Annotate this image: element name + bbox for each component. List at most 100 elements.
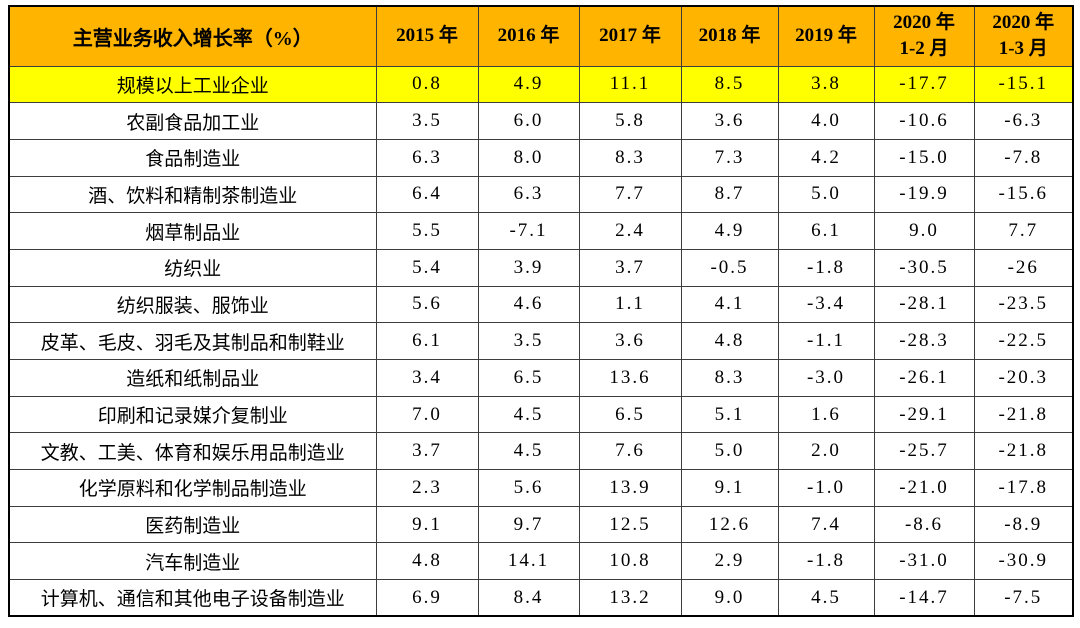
value-cell: 8.7 — [680, 175, 779, 214]
value-cell: 2.3 — [375, 469, 479, 507]
row-label: 纺织服装、服饰业 — [8, 285, 377, 324]
value-cell: 4.5 — [477, 395, 580, 434]
header-year-cell: 2020 年 1-3 月 — [973, 5, 1074, 67]
value-cell: 5.0 — [680, 432, 779, 471]
value-cell: -31.0 — [873, 542, 975, 581]
value-cell: 6.9 — [375, 579, 479, 617]
header-year-cell: 2016 年 — [477, 5, 580, 67]
value-cell: 9.1 — [680, 469, 779, 507]
header-year-line1: 2019 年 — [795, 24, 857, 46]
row-label: 医药制造业 — [8, 505, 377, 544]
value-cell: -1.8 — [777, 248, 875, 287]
value-cell: -8.6 — [873, 505, 975, 544]
value-cell: 7.3 — [680, 138, 779, 177]
row-label: 酒、饮料和精制茶制造业 — [8, 175, 377, 214]
value-cell: 4.9 — [477, 65, 580, 104]
value-cell: 1.6 — [777, 395, 875, 434]
table-row: 造纸和纸制品业 3.4 6.5 13.6 8.3 -3.0 -26.1 -20.3 — [8, 359, 1074, 397]
value-cell: 4.0 — [777, 102, 875, 140]
value-cell: 12.5 — [578, 505, 682, 544]
value-cell: 8.4 — [477, 579, 580, 617]
value-cell: -20.3 — [973, 359, 1074, 397]
value-cell: -7.5 — [973, 579, 1074, 617]
table-title-cell: 主营业务收入增长率（%） — [8, 5, 377, 67]
value-cell: 8.3 — [680, 359, 779, 397]
value-cell: 4.5 — [477, 432, 580, 471]
value-cell: 5.0 — [777, 175, 875, 214]
row-label: 汽车制造业 — [8, 542, 377, 581]
value-cell: -15.0 — [873, 138, 975, 177]
value-cell: -0.5 — [680, 248, 779, 287]
value-cell: 9.0 — [873, 212, 975, 250]
value-cell: 4.8 — [680, 322, 779, 360]
header-year-line1: 2020 年 — [893, 11, 955, 33]
value-cell: -23.5 — [973, 285, 1074, 324]
value-cell: -15.6 — [973, 175, 1074, 214]
header-year-cell: 2017 年 — [578, 5, 682, 67]
row-label: 农副食品加工业 — [8, 102, 377, 140]
value-cell: -26.1 — [873, 359, 975, 397]
value-cell: -1.8 — [777, 542, 875, 581]
row-label: 食品制造业 — [8, 138, 377, 177]
value-cell: -21.8 — [973, 432, 1074, 471]
row-label: 印刷和记录媒介复制业 — [8, 395, 377, 434]
value-cell: 3.4 — [375, 359, 479, 397]
value-cell: 6.5 — [477, 359, 580, 397]
value-cell: 3.7 — [375, 432, 479, 471]
value-cell: 10.8 — [578, 542, 682, 581]
value-cell: 4.6 — [477, 285, 580, 324]
value-cell: 3.5 — [375, 102, 479, 140]
row-label: 文教、工美、体育和娱乐用品制造业 — [8, 432, 377, 471]
table-row: 印刷和记录媒介复制业 7.0 4.5 6.5 5.1 1.6 -29.1 -21.8 — [8, 395, 1074, 434]
table-row: 纺织服装、服饰业 5.6 4.6 1.1 4.1 -3.4 -28.1 -23.5 — [8, 285, 1074, 324]
value-cell: 5.5 — [375, 212, 479, 250]
value-cell: 7.4 — [777, 505, 875, 544]
value-cell: -21.8 — [973, 395, 1074, 434]
table-row: 文教、工美、体育和娱乐用品制造业 3.7 4.5 7.6 5.0 2.0 -25.7 -21.… — [8, 432, 1074, 471]
value-cell: -8.9 — [973, 505, 1074, 544]
value-cell: 5.1 — [680, 395, 779, 434]
value-cell: 8.0 — [477, 138, 580, 177]
value-cell: 6.3 — [375, 138, 479, 177]
value-cell: 6.0 — [477, 102, 580, 140]
header-year-cell: 2019 年 — [777, 5, 875, 67]
value-cell: -28.3 — [873, 322, 975, 360]
value-cell: 6.1 — [375, 322, 479, 360]
value-cell: 9.7 — [477, 505, 580, 544]
header-year-line2: 1-3 月 — [998, 38, 1048, 60]
value-cell: 7.0 — [375, 395, 479, 434]
value-cell: -1.1 — [777, 322, 875, 360]
row-label: 计算机、通信和其他电子设备制造业 — [8, 579, 377, 617]
value-cell: -25.7 — [873, 432, 975, 471]
value-cell: -3.0 — [777, 359, 875, 397]
value-cell: 5.6 — [477, 469, 580, 507]
value-cell: -28.1 — [873, 285, 975, 324]
header-year-line1: 2015 年 — [396, 24, 458, 46]
value-cell: -17.7 — [873, 65, 975, 104]
value-cell: 12.6 — [680, 505, 779, 544]
value-cell: 8.3 — [578, 138, 682, 177]
table-row: 汽车制造业 4.8 14.1 10.8 2.9 -1.8 -31.0 -30.9 — [8, 542, 1074, 581]
value-cell: 7.6 — [578, 432, 682, 471]
header-year-line2: 1-2 月 — [899, 38, 949, 60]
value-cell: 8.5 — [680, 65, 779, 104]
value-cell: -22.5 — [973, 322, 1074, 360]
value-cell: 6.4 — [375, 175, 479, 214]
industry-revenue-growth-table: 主营业务收入增长率（%） 2015 年 2016 年 2017 年 2018 年 201… — [8, 5, 1074, 618]
value-cell: 2.9 — [680, 542, 779, 581]
value-cell: 4.1 — [680, 285, 779, 324]
header-year-cell: 2015 年 — [375, 5, 479, 67]
value-cell: -26 — [973, 248, 1074, 287]
table-row: 食品制造业 6.3 8.0 8.3 7.3 4.2 -15.0 -7.8 — [8, 138, 1074, 177]
value-cell: -15.1 — [973, 65, 1074, 104]
value-cell: 1.1 — [578, 285, 682, 324]
value-cell: 6.3 — [477, 175, 580, 214]
value-cell: -30.9 — [973, 542, 1074, 581]
value-cell: 6.5 — [578, 395, 682, 434]
value-cell: 14.1 — [477, 542, 580, 581]
value-cell: 4.9 — [680, 212, 779, 250]
header-year-line1: 2020 年 — [992, 11, 1055, 33]
header-year-line1: 2016 年 — [497, 24, 560, 46]
value-cell: 3.8 — [777, 65, 875, 104]
value-cell: 5.4 — [375, 248, 479, 287]
